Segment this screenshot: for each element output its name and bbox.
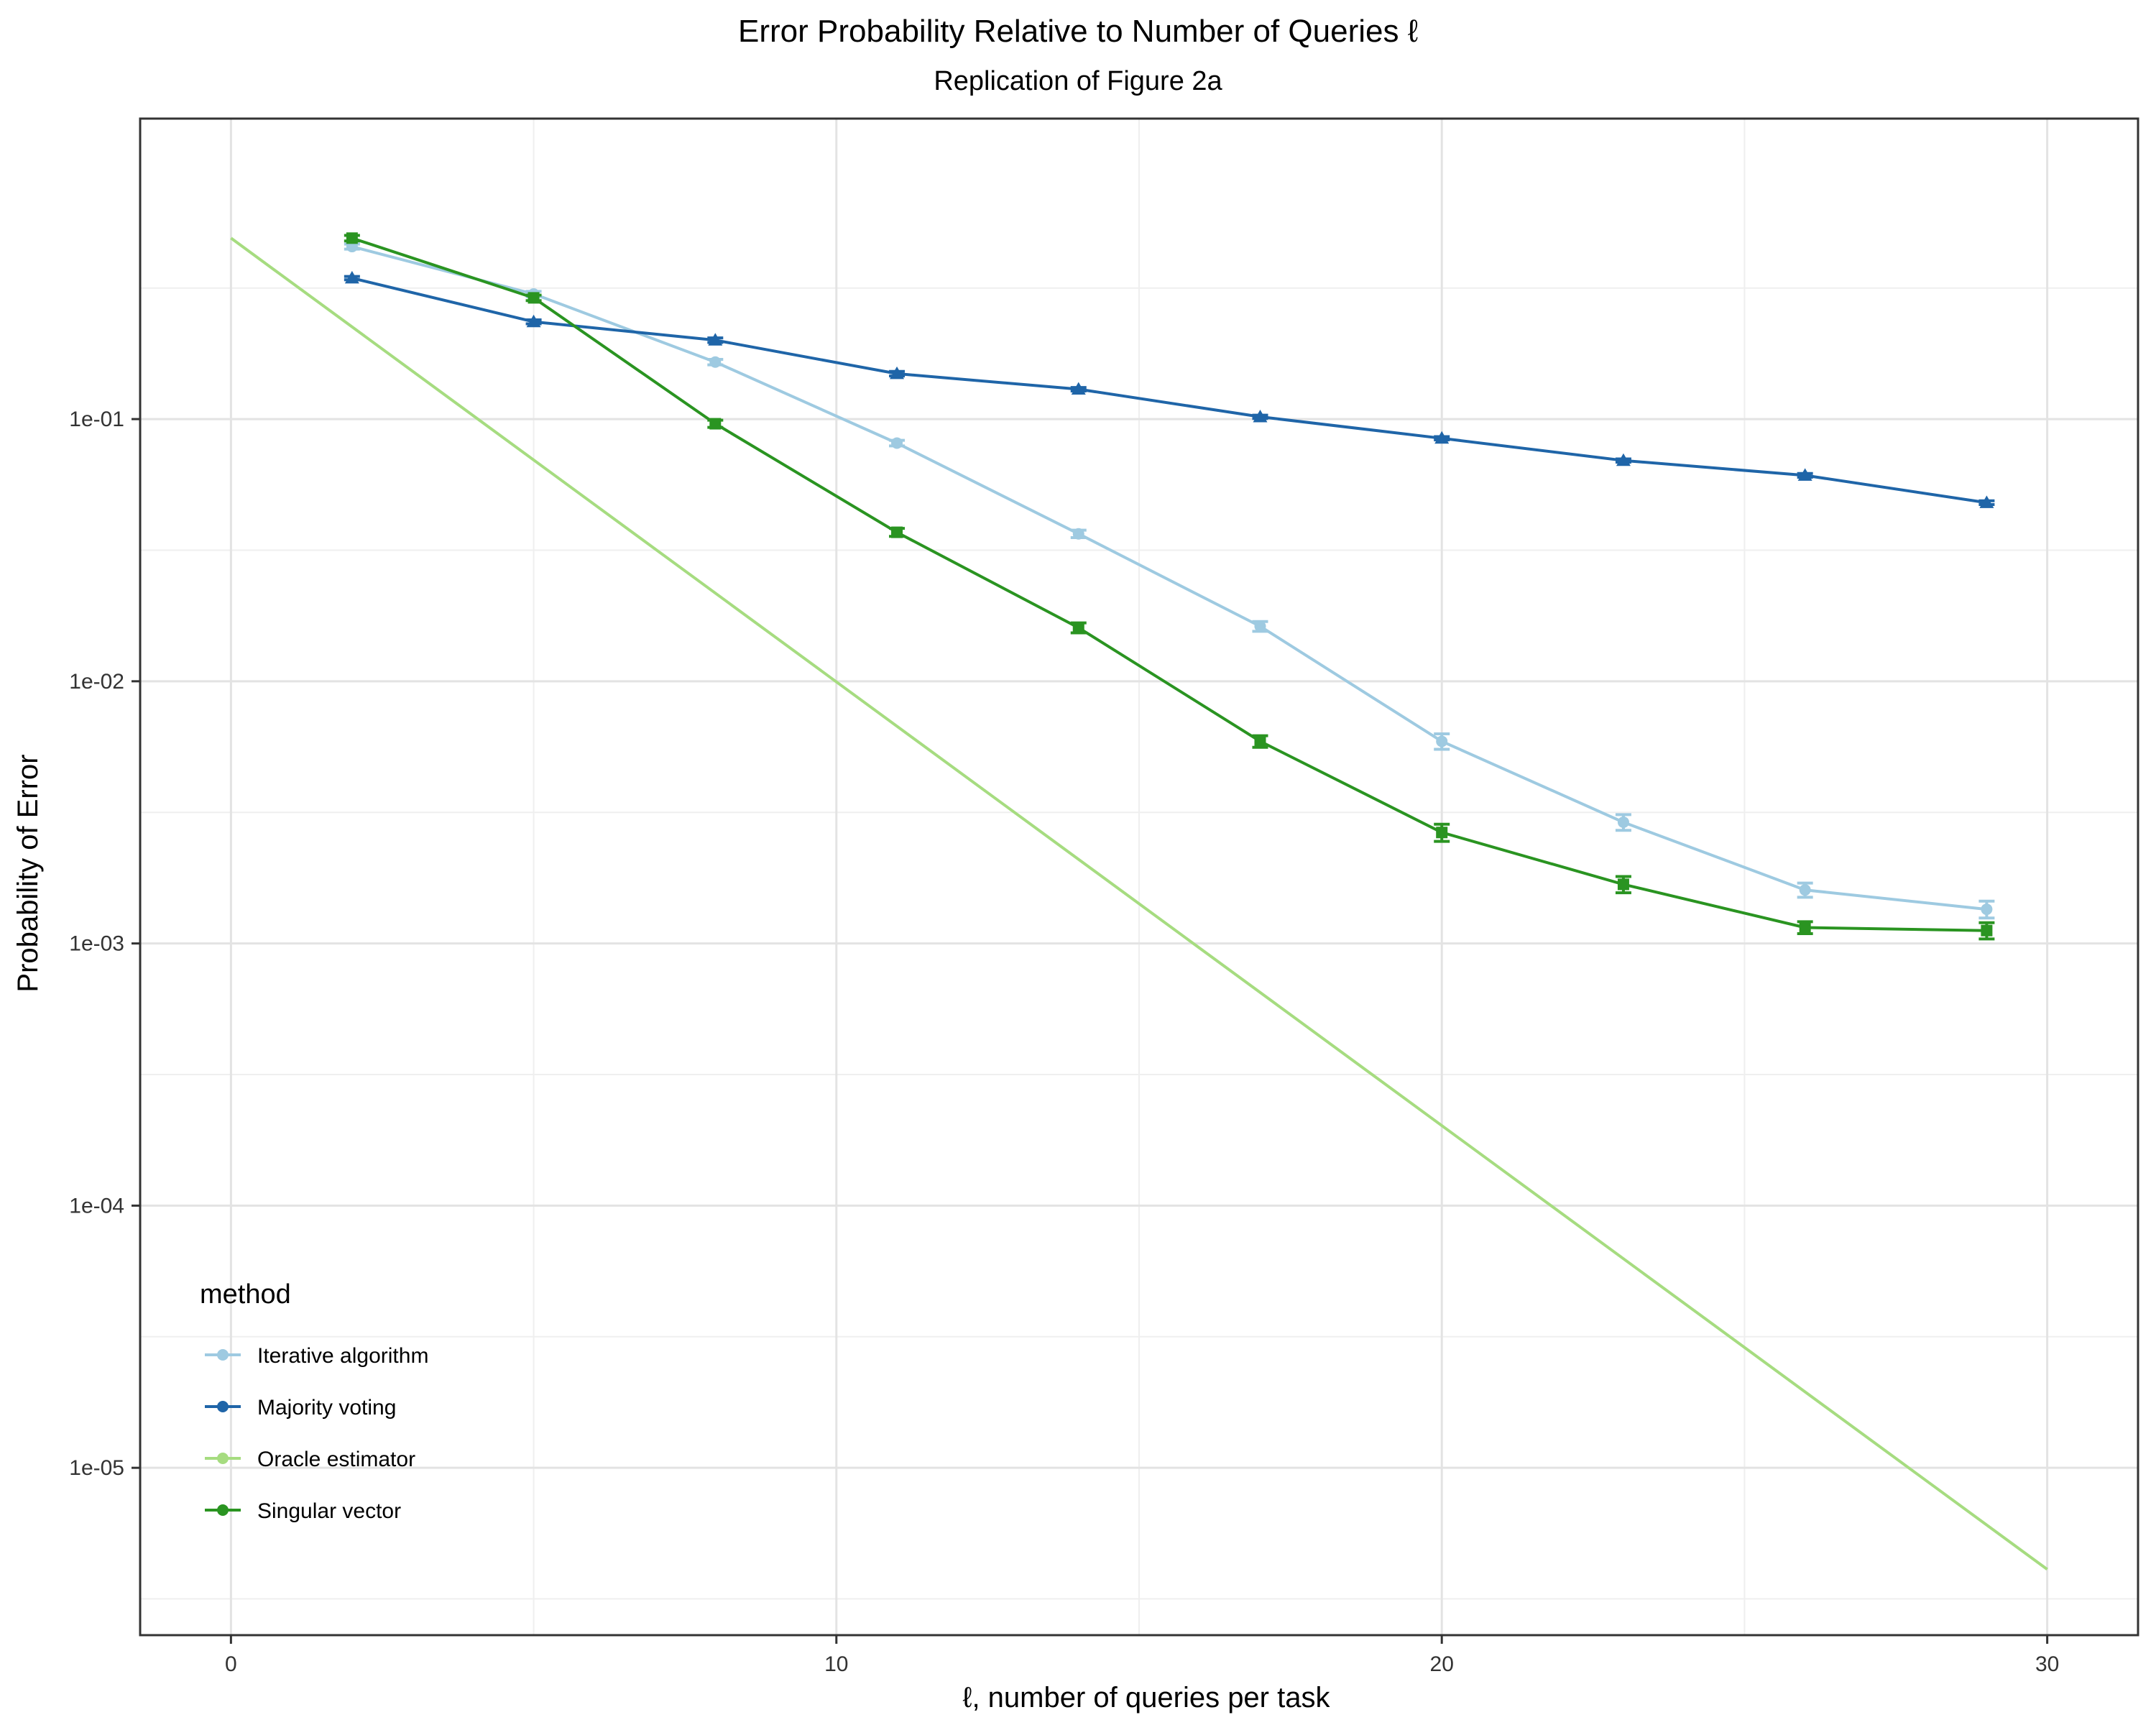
series-line-singular-vector [351,236,1987,932]
grid-lines [140,119,2138,1635]
x-axis-label: ℓ, number of queries per task [963,1682,1331,1714]
point-majority-voting [526,314,541,328]
y-tick-label: 1e-02 [69,670,124,694]
plot-border [139,117,2139,1637]
point-iterative-algorithm [1981,903,1993,916]
point-singular-vector [1254,735,1266,748]
point-majority-voting [1979,495,1994,508]
series-line-iterative-algorithm [351,245,1987,911]
series-line-majority-voting [351,276,1987,505]
series-iterative-algorithm [344,241,1995,920]
point-singular-vector [1981,924,1993,937]
legend-item-singular-vector: Singular vector [205,1499,401,1523]
point-singular-vector [1072,622,1084,634]
point-majority-voting [890,366,905,380]
legend-item-iterative-algorithm: Iterative algorithm [205,1344,428,1368]
plot-frame [139,117,2139,1637]
point-majority-voting [1253,409,1268,423]
series-singular-vector [344,232,1995,941]
point-majority-voting [1616,453,1631,466]
legend-label: Oracle estimator [257,1448,415,1471]
point-majority-voting [344,270,359,284]
x-tick-label: 0 [225,1652,237,1676]
point-singular-vector [891,526,903,538]
legend-key-point [217,1349,229,1361]
legend: method Iterative algorithm Majority votin… [200,1279,428,1523]
point-iterative-algorithm [891,437,903,449]
point-majority-voting [1434,431,1450,444]
point-singular-vector [1436,827,1448,839]
series-line-oracle-estimator [230,236,2048,1571]
legend-key-point [217,1504,229,1516]
y-tick-label: 1e-05 [69,1456,124,1480]
y-tick-label: 1e-01 [69,408,124,431]
x-axis-ticks: 0 10 20 30 [225,1635,2059,1676]
legend-key-point [217,1401,229,1412]
y-tick-label: 1e-04 [69,1194,124,1218]
series-oracle-estimator [230,236,2048,1571]
legend-item-oracle-estimator: Oracle estimator [205,1448,415,1471]
point-singular-vector [709,418,722,430]
x-tick-label: 10 [824,1652,848,1676]
point-singular-vector [1617,878,1629,891]
series-majority-voting [344,270,1995,508]
y-axis-label: Probability of Error [12,754,44,992]
point-iterative-algorithm [1254,620,1266,632]
legend-key-point [217,1453,229,1464]
legend-label: Singular vector [257,1499,401,1523]
point-singular-vector [346,232,358,244]
legend-item-majority-voting: Majority voting [205,1396,396,1420]
legend-label: Majority voting [257,1396,396,1420]
point-majority-voting [1071,382,1086,395]
point-iterative-algorithm [1617,816,1629,828]
point-singular-vector [528,292,540,304]
y-tick-label: 1e-03 [69,932,124,956]
x-tick-label: 30 [2035,1652,2059,1676]
point-iterative-algorithm [709,356,722,368]
legend-label: Iterative algorithm [257,1344,428,1368]
point-iterative-algorithm [1072,528,1084,540]
x-tick-label: 20 [1430,1652,1454,1676]
y-axis-ticks: 1e-05 1e-04 1e-03 1e-02 1e-01 [69,408,140,1480]
point-majority-voting [708,333,723,346]
chart-title: Error Probability Relative to Number of … [738,14,1418,49]
legend-title: method [200,1279,291,1310]
series-layer [230,232,2048,1571]
point-iterative-algorithm [1436,735,1448,748]
chart-subtitle: Replication of Figure 2a [934,66,1222,96]
point-singular-vector [1799,921,1811,934]
point-majority-voting [1797,468,1812,481]
point-iterative-algorithm [1799,884,1811,896]
